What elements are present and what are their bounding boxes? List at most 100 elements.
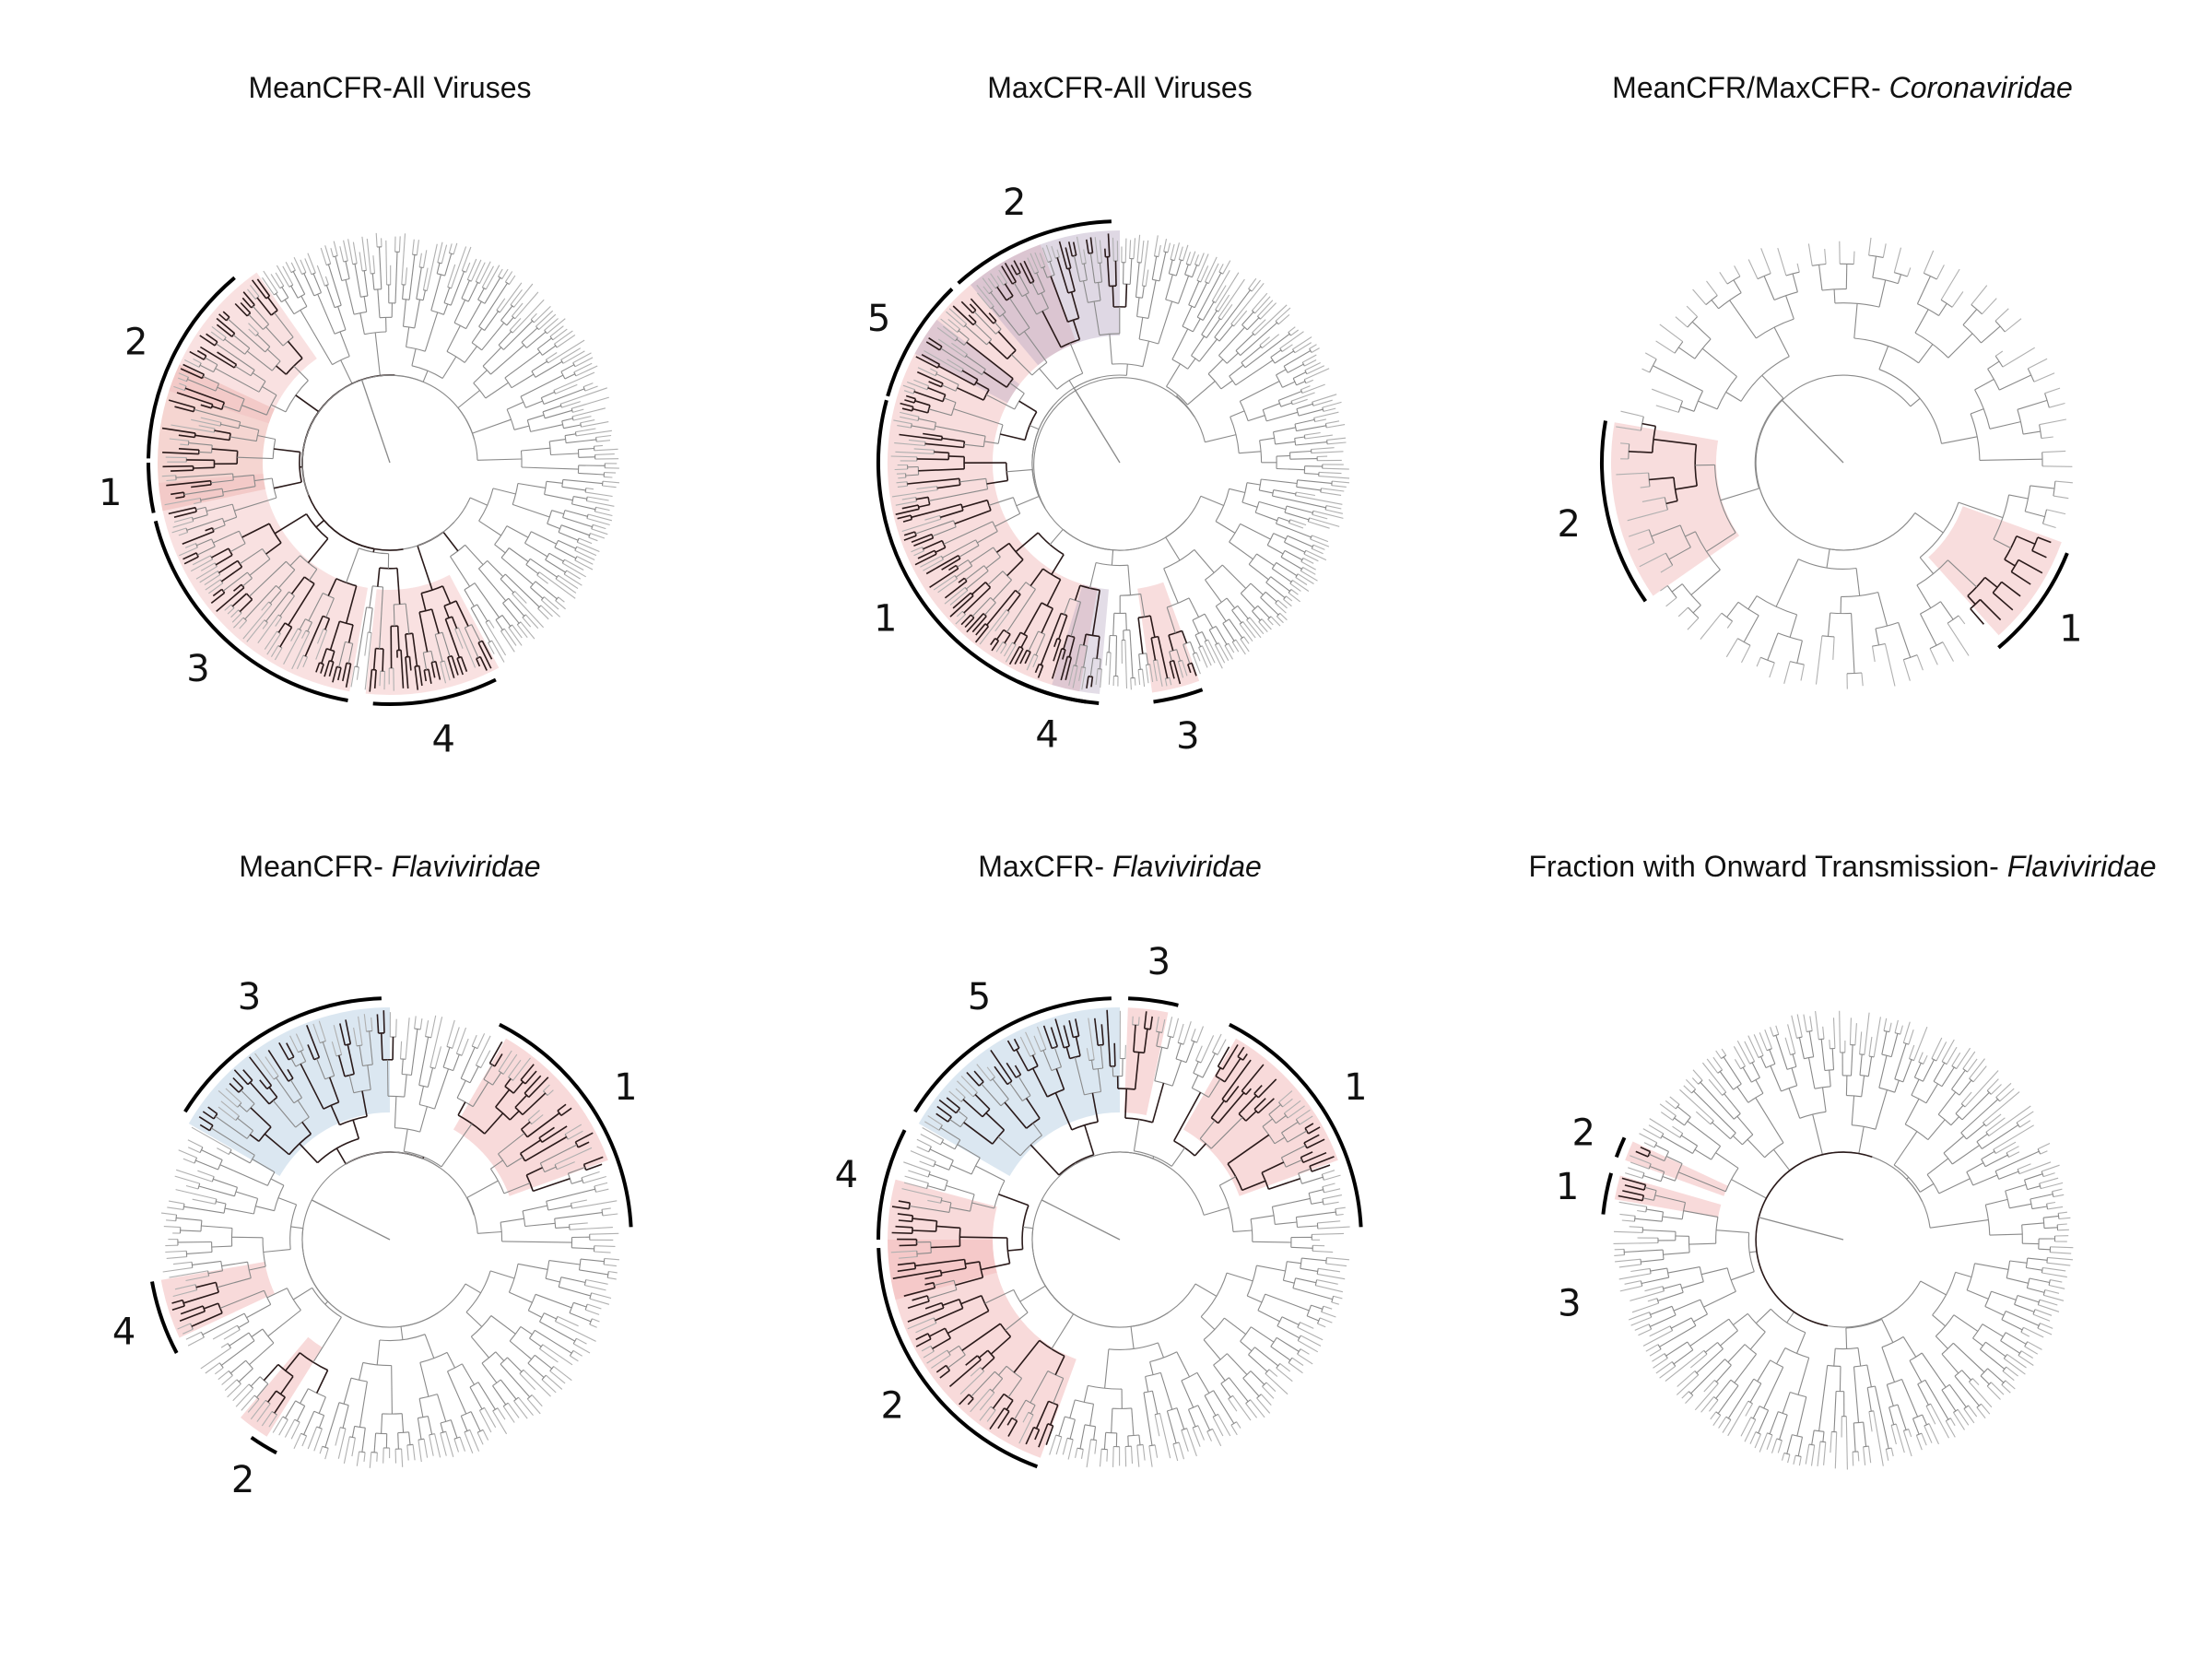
node-arc <box>1295 1119 1300 1125</box>
node-arc <box>191 516 194 522</box>
internal-branch <box>466 1180 499 1198</box>
tip-branch <box>1019 1036 1031 1057</box>
tip-branch <box>542 1344 573 1366</box>
internal-branch <box>551 510 564 515</box>
tip-branch <box>1182 660 1188 677</box>
tip-branch <box>1683 1085 1692 1094</box>
node-arc <box>1214 336 1220 342</box>
node-arc <box>1203 1317 1225 1341</box>
internal-branch <box>1273 489 1296 495</box>
tip-branch <box>199 571 218 583</box>
internal-branch <box>1821 1087 1827 1112</box>
node-arc <box>1098 1043 1104 1046</box>
internal-branch <box>1258 500 1287 511</box>
tip-branch <box>572 352 592 364</box>
tip-branch <box>580 419 595 424</box>
internal-branch <box>352 1119 360 1139</box>
internal-branch <box>533 1178 571 1193</box>
internal-branch <box>1051 1313 1075 1349</box>
node-arc <box>1275 321 1279 325</box>
node-arc <box>1268 1113 1277 1124</box>
tip-branch <box>991 640 1000 652</box>
tip-branch <box>178 532 188 536</box>
tip-branch <box>1320 491 1342 496</box>
internal-branch <box>183 488 223 496</box>
node-arc <box>457 1114 486 1135</box>
tip-branch <box>589 1232 619 1235</box>
tip-branch <box>478 261 491 284</box>
tip-branch <box>573 362 593 373</box>
tip-branch <box>994 1065 1008 1085</box>
tip-branch <box>1995 1082 2012 1098</box>
internal-branch <box>971 1371 995 1397</box>
internal-branch <box>525 564 539 574</box>
internal-branch <box>1063 598 1071 615</box>
internal-branch <box>465 300 482 329</box>
internal-branch <box>941 1199 952 1204</box>
tip-branch <box>1025 1031 1036 1054</box>
internal-branch <box>477 1230 502 1234</box>
node-arc <box>1303 379 1307 384</box>
tip-branch <box>172 1261 193 1265</box>
tip-branch <box>1194 254 1200 265</box>
root-branch <box>1781 399 1844 464</box>
node-arc <box>421 585 443 594</box>
tip-branch <box>1304 1123 1314 1129</box>
tip-branch <box>2018 1161 2052 1175</box>
tip-branch <box>965 1355 979 1366</box>
node-arc <box>271 360 281 371</box>
internal-branch <box>2017 1294 2040 1303</box>
tip-branch <box>1259 336 1270 347</box>
internal-branch <box>290 285 299 299</box>
internal-branch <box>1921 1352 1947 1388</box>
internal-branch <box>289 1079 302 1099</box>
internal-branch <box>1715 1152 1739 1169</box>
tip-branch <box>1297 1353 1313 1365</box>
tip-branch <box>218 1089 239 1108</box>
internal-branch <box>1759 1056 1767 1068</box>
internal-branch <box>446 325 461 352</box>
tip-branch <box>1784 1037 1792 1055</box>
internal-branch <box>307 622 312 632</box>
root-branch <box>1758 1217 1844 1241</box>
node-arc <box>1088 1059 1095 1062</box>
internal-branch <box>1268 1104 1281 1115</box>
internal-branch <box>1129 629 1134 678</box>
tip-branch <box>345 1019 352 1044</box>
node-arc <box>1717 1342 1724 1349</box>
tip-branch <box>1333 1295 1343 1300</box>
internal-branch <box>315 1370 329 1394</box>
internal-branch <box>303 273 315 297</box>
tip-branch <box>520 1064 535 1081</box>
internal-branch <box>241 405 267 416</box>
tip-branch <box>414 666 419 690</box>
tip-branch <box>1949 1418 1956 1427</box>
tip-branch <box>531 1394 543 1407</box>
internal-branch <box>1058 1416 1065 1437</box>
node-arc <box>1755 1151 1873 1327</box>
tip-branch <box>1300 385 1311 391</box>
internal-branch <box>1069 1399 1076 1418</box>
internal-branch <box>1829 1069 1831 1087</box>
node-arc <box>271 1410 277 1416</box>
internal-branch <box>265 326 284 347</box>
tip-branch <box>405 656 409 689</box>
tip-branch <box>400 650 405 688</box>
node-arc <box>1284 505 1288 513</box>
tip-branch <box>210 592 226 605</box>
clade-label-1: 1 <box>1344 1066 1367 1109</box>
node-arc <box>2030 1198 2033 1209</box>
tip-branch <box>1242 1053 1248 1061</box>
tip-branch <box>585 491 613 498</box>
tip-branch <box>2039 418 2067 426</box>
tip-branch <box>594 511 613 517</box>
internal-branch <box>509 1340 532 1360</box>
tip-branch <box>1260 1394 1272 1406</box>
internal-branch <box>539 1321 576 1342</box>
node-arc <box>1994 320 2006 333</box>
tip-branch <box>1900 1025 1903 1035</box>
tip-branch <box>1323 1201 1339 1206</box>
internal-branch <box>1851 613 1855 674</box>
node-arc <box>228 1149 232 1155</box>
internal-branch <box>1232 1230 1253 1232</box>
